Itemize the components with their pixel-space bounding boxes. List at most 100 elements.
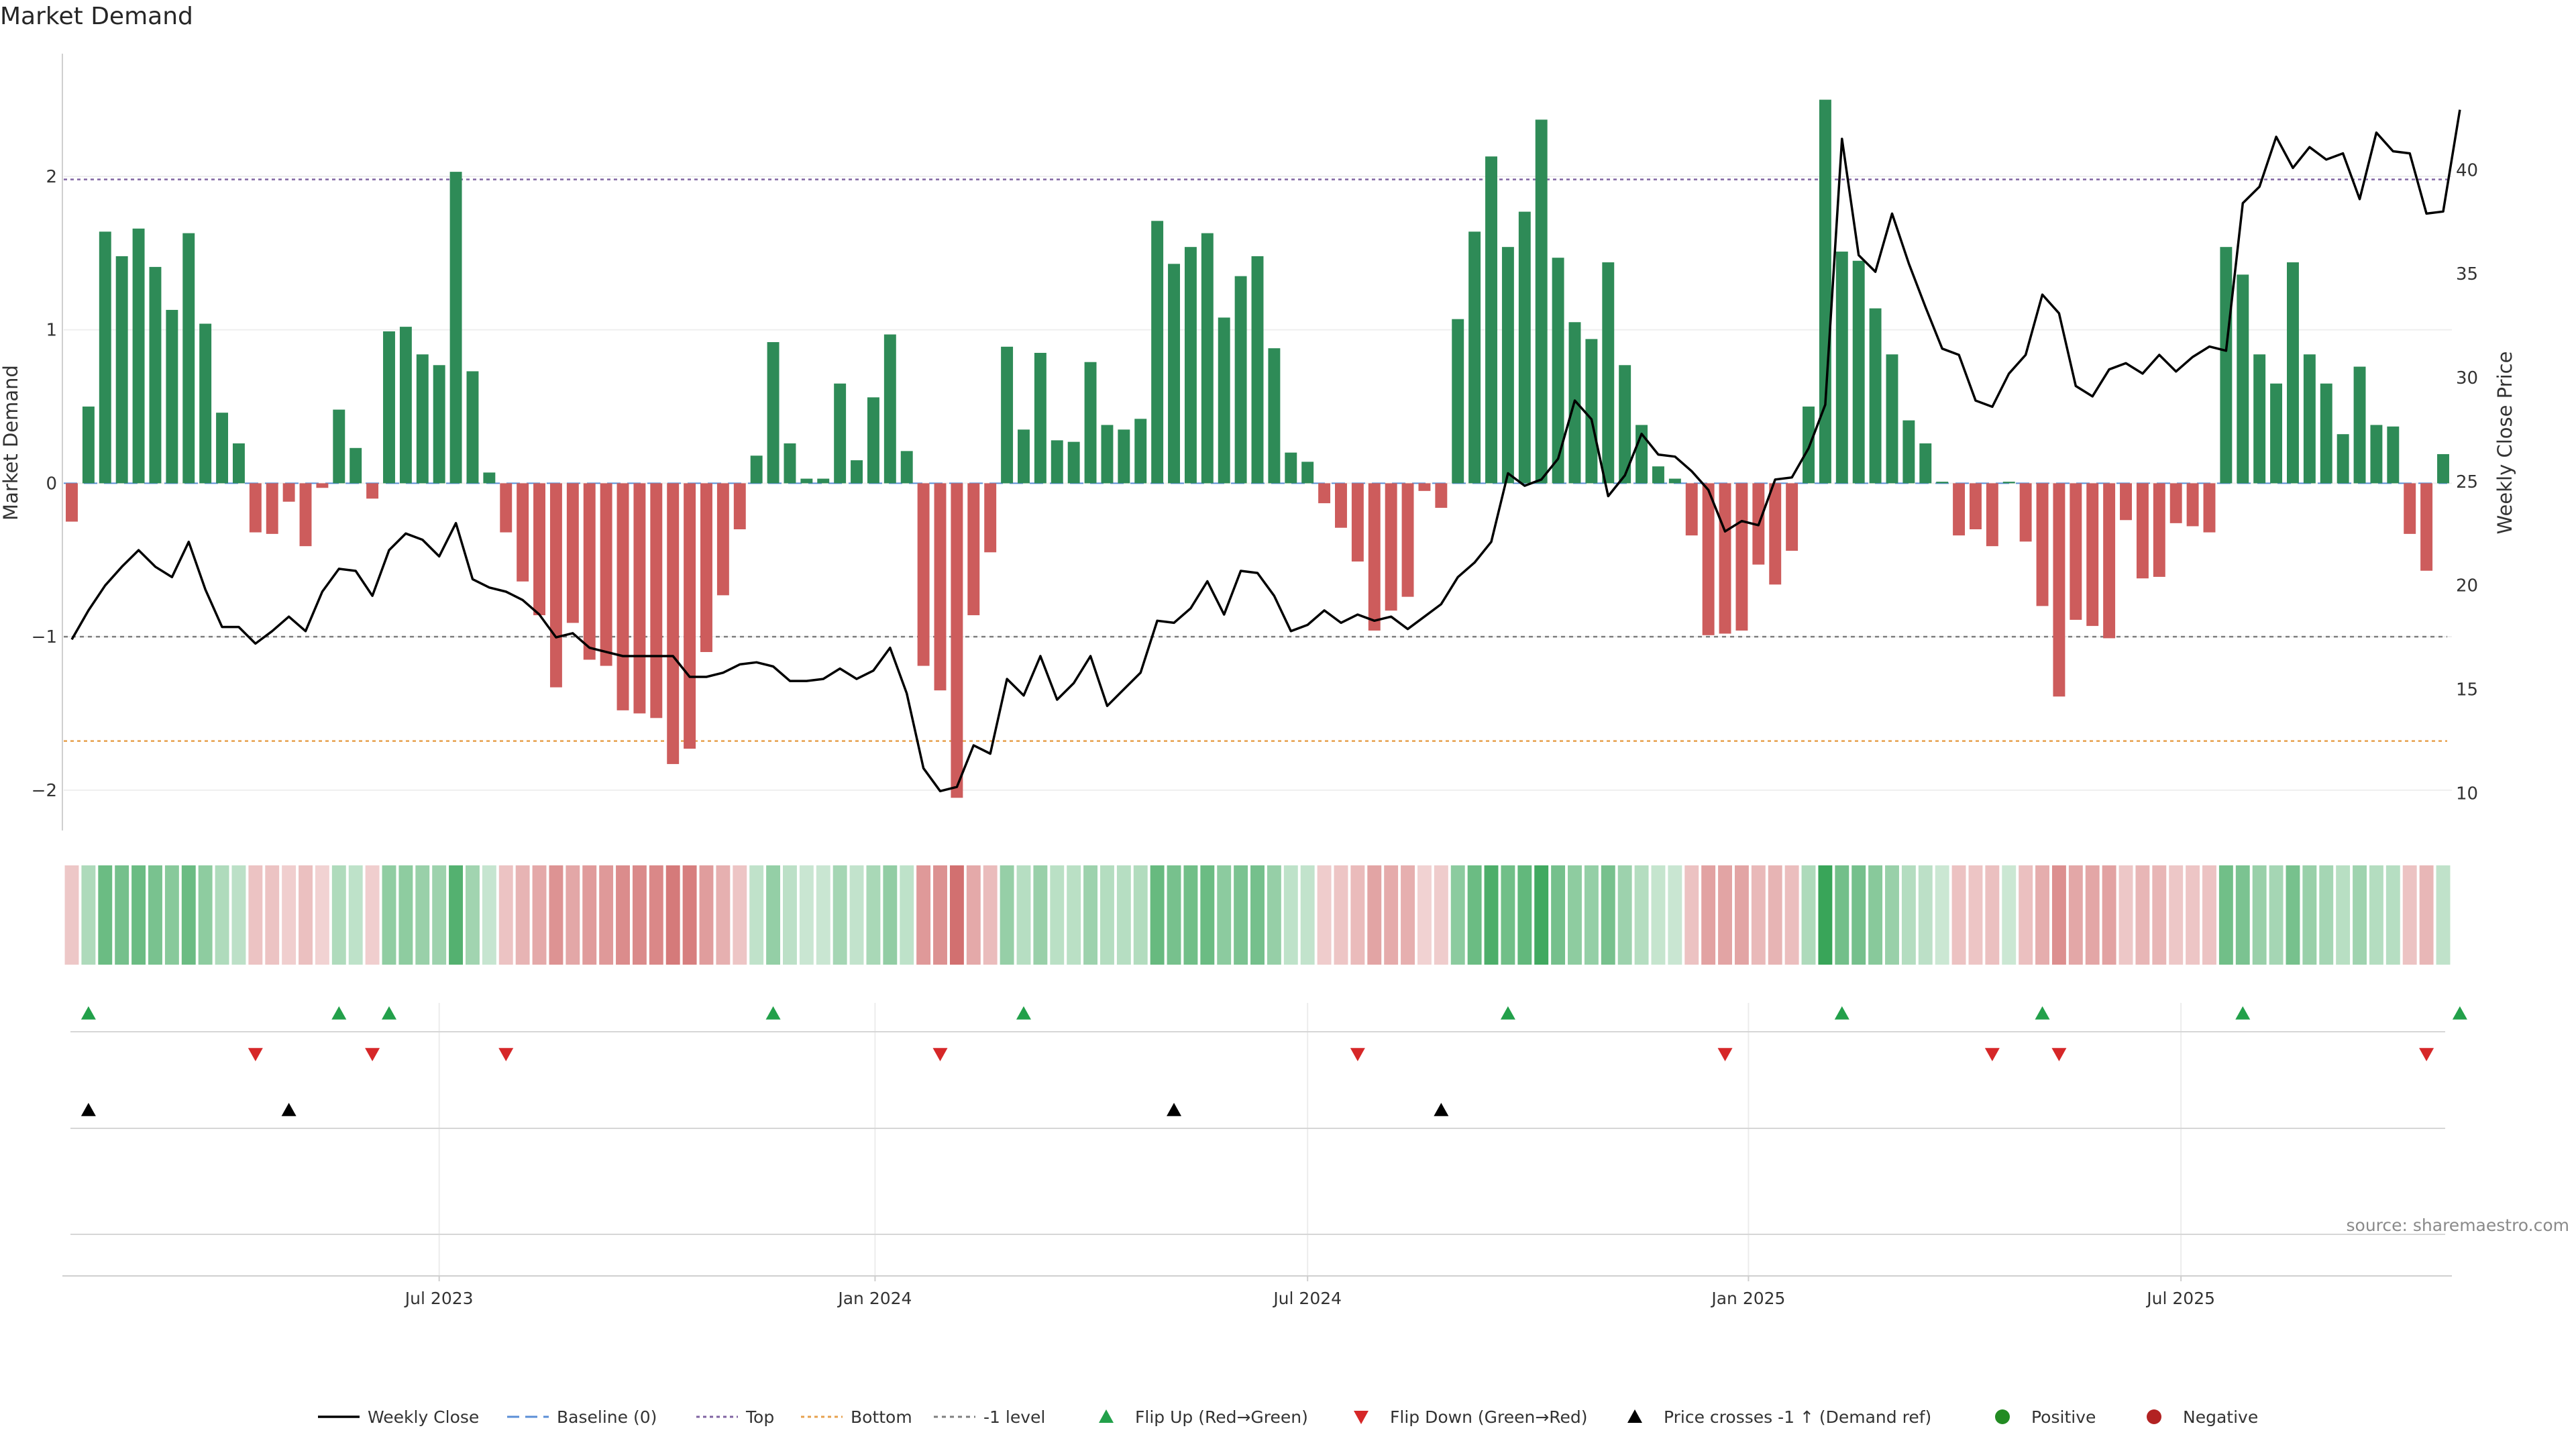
- demand-bar: [1501, 247, 1514, 484]
- heat-cell: [916, 865, 931, 965]
- x-tick-label: Jan 2025: [1710, 1289, 1785, 1308]
- chart-title: Market Demand: [0, 3, 193, 30]
- demand-bar: [1518, 211, 1531, 484]
- demand-bar: [1786, 483, 1799, 551]
- heat-cell: [566, 865, 580, 965]
- demand-bar: [1301, 462, 1314, 484]
- heat-cell: [1067, 865, 1081, 965]
- demand-bar: [1051, 440, 1063, 484]
- heat-cell: [983, 865, 998, 965]
- flip-up-marker: [1834, 1006, 1849, 1020]
- demand-bar: [2136, 483, 2149, 579]
- heat-cell: [315, 865, 329, 965]
- flip-down-marker: [1350, 1048, 1365, 1061]
- demand-bar: [784, 443, 796, 484]
- heat-cell: [115, 865, 129, 965]
- heat-cell: [2336, 865, 2351, 965]
- heat-cell: [1718, 865, 1732, 965]
- demand-bar: [99, 231, 111, 484]
- heat-cell: [1851, 865, 1866, 965]
- legend-item-bottom: Bottom: [801, 1407, 912, 1427]
- demand-bar: [416, 354, 429, 484]
- price-cross-marker: [80, 1103, 96, 1116]
- heat-cell: [2269, 865, 2284, 965]
- heat-cell: [1734, 865, 1749, 965]
- heat-cell: [799, 865, 814, 965]
- demand-bar: [1251, 256, 1264, 484]
- demand-bar: [1368, 483, 1381, 631]
- flip-down-marker: [1984, 1048, 2000, 1061]
- demand-bar: [1719, 483, 1731, 634]
- demand-bar: [2153, 483, 2165, 577]
- heat-cell: [749, 865, 764, 965]
- y-tick-label: −1: [32, 627, 57, 647]
- demand-bar: [867, 397, 879, 484]
- heat-cell: [966, 865, 981, 965]
- demand-bar: [182, 233, 195, 484]
- demand-bar: [1418, 483, 1431, 491]
- demand-bar: [2120, 483, 2132, 521]
- heat-cell: [816, 865, 830, 965]
- y2-tick-label: 30: [2456, 368, 2478, 388]
- heat-cell: [949, 865, 964, 965]
- heat-cell: [131, 865, 146, 965]
- y-axis-title: Market Demand: [0, 365, 22, 521]
- legend-item-baseline: Baseline (0): [507, 1407, 657, 1427]
- heat-cell: [1050, 865, 1065, 965]
- demand-bar: [1118, 429, 1130, 484]
- x-tick-label: Jan 2024: [837, 1289, 912, 1308]
- legend-label: -1 level: [983, 1407, 1045, 1427]
- demand-bar: [2337, 434, 2349, 484]
- demand-bar: [1084, 362, 1097, 484]
- heat-cell: [1901, 865, 1916, 965]
- heat-cell: [933, 865, 947, 965]
- legend-label: Bottom: [851, 1407, 912, 1427]
- heat-cell: [1116, 865, 1131, 965]
- heat-cell: [1751, 865, 1766, 965]
- demand-bar: [583, 483, 596, 660]
- demand-bar: [2404, 483, 2416, 534]
- heat-cell: [2402, 865, 2417, 965]
- demand-bar: [549, 483, 562, 688]
- legend-item-flip_down: Flip Down (Green→Red): [1354, 1407, 1588, 1427]
- legend-symbol-dot: [2147, 1409, 2161, 1424]
- demand-bar: [900, 451, 913, 484]
- demand-bar: [1234, 276, 1247, 484]
- heat-cell: [2319, 865, 2334, 965]
- flip-up-marker: [765, 1006, 781, 1020]
- flip-up-marker: [1016, 1006, 1031, 1020]
- heat-cell: [1668, 865, 1682, 965]
- heat-cell: [2186, 865, 2200, 965]
- heat-cell: [1568, 865, 1582, 965]
- heat-cell: [783, 865, 797, 965]
- heat-cell: [398, 865, 413, 965]
- heat-cell: [1768, 865, 1782, 965]
- demand-bar: [282, 483, 295, 502]
- source-label: source: sharemaestro.com: [2346, 1216, 2570, 1235]
- heat-cell: [1835, 865, 1849, 965]
- demand-bar: [1652, 466, 1664, 484]
- demand-bar: [650, 483, 663, 718]
- demand-bar: [2220, 247, 2233, 484]
- demand-bar: [2036, 483, 2049, 606]
- heat-cell: [1467, 865, 1482, 965]
- demand-bar: [1001, 346, 1014, 484]
- demand-bar: [1385, 483, 1397, 611]
- demand-bar: [483, 472, 496, 484]
- heat-cell: [2068, 865, 2083, 965]
- flip-down-marker: [365, 1048, 380, 1061]
- heat-cell: [1818, 865, 1833, 965]
- demand-bar: [1803, 407, 1815, 484]
- heat-cell: [2035, 865, 2049, 965]
- demand-bar: [2186, 483, 2199, 527]
- demand-bar: [2270, 383, 2283, 484]
- heat-cell: [2135, 865, 2150, 965]
- y-tick-label: −2: [32, 781, 57, 801]
- demand-bar: [2002, 482, 2015, 484]
- heat-cell: [282, 865, 297, 965]
- demand-bar: [684, 483, 696, 749]
- demand-bar: [1201, 233, 1214, 484]
- heat-cell: [883, 865, 898, 965]
- demand-bar: [533, 483, 546, 616]
- demand-bar: [1735, 483, 1748, 631]
